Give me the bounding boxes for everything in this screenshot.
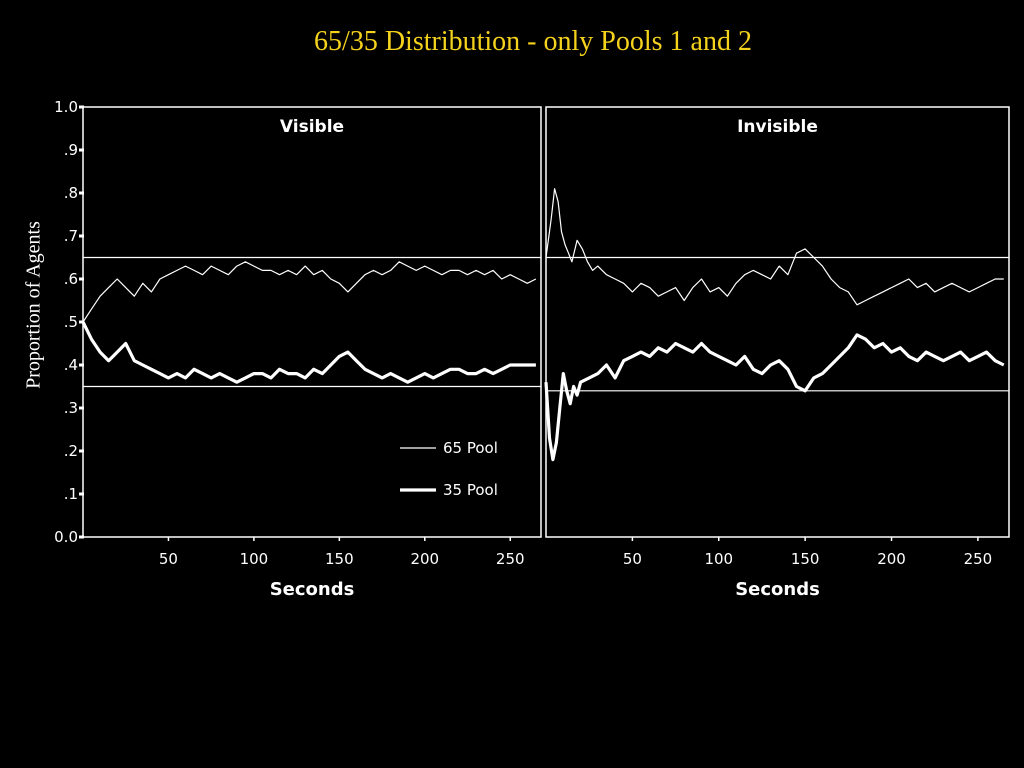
series-line-35-pool bbox=[81, 321, 536, 384]
x-tick-label: 200 bbox=[877, 550, 906, 568]
x-tick-label: 150 bbox=[325, 550, 354, 568]
y-tick-label: .9 bbox=[64, 141, 78, 159]
y-tick-label: .8 bbox=[64, 184, 78, 202]
plot-frame bbox=[82, 106, 542, 538]
y-tick-label: .1 bbox=[64, 485, 78, 503]
legend-label-65-pool: 65 Pool bbox=[443, 439, 498, 457]
x-tick-label: 100 bbox=[240, 550, 269, 568]
x-tick-label: 50 bbox=[159, 550, 178, 568]
panel-title: Visible bbox=[280, 117, 344, 137]
series-line-35-pool bbox=[544, 333, 1005, 462]
panel-title: Invisible bbox=[737, 117, 818, 137]
y-tick-label: 0.0 bbox=[54, 528, 78, 546]
slide-title: 65/35 Distribution - only Pools 1 and 2 bbox=[314, 26, 752, 57]
invisible-panel: Invisible 50 100 150 200 250 Seconds bbox=[544, 106, 1010, 600]
x-axis-title: Seconds bbox=[270, 579, 355, 600]
y-tick-label: 1.0 bbox=[54, 98, 78, 116]
series-line-65-pool bbox=[82, 261, 537, 323]
y-tick-label: .6 bbox=[64, 270, 78, 288]
x-axis-title: Seconds bbox=[735, 579, 820, 600]
y-tick-label: .7 bbox=[64, 227, 78, 245]
x-tick-label: 250 bbox=[964, 550, 993, 568]
x-tick-label: 200 bbox=[410, 550, 439, 568]
x-tick-label: 100 bbox=[704, 550, 733, 568]
visible-panel: Visible 0.0 .1 .2 .3 .4 .5 .6 .7 .8 .9 1.0 50 100 150 2… bbox=[54, 98, 542, 600]
plot-frame bbox=[545, 106, 1010, 538]
y-tick-label: .3 bbox=[64, 399, 78, 417]
series-line-65-pool bbox=[545, 188, 1004, 306]
x-tick-label: 150 bbox=[791, 550, 820, 568]
x-tick-label: 50 bbox=[623, 550, 642, 568]
y-tick-label: .4 bbox=[64, 356, 78, 374]
y-tick-label: .2 bbox=[64, 442, 78, 460]
x-tick-label: 250 bbox=[496, 550, 525, 568]
y-tick-label: .5 bbox=[64, 313, 78, 331]
legend-label-35-pool: 35 Pool bbox=[443, 481, 498, 499]
